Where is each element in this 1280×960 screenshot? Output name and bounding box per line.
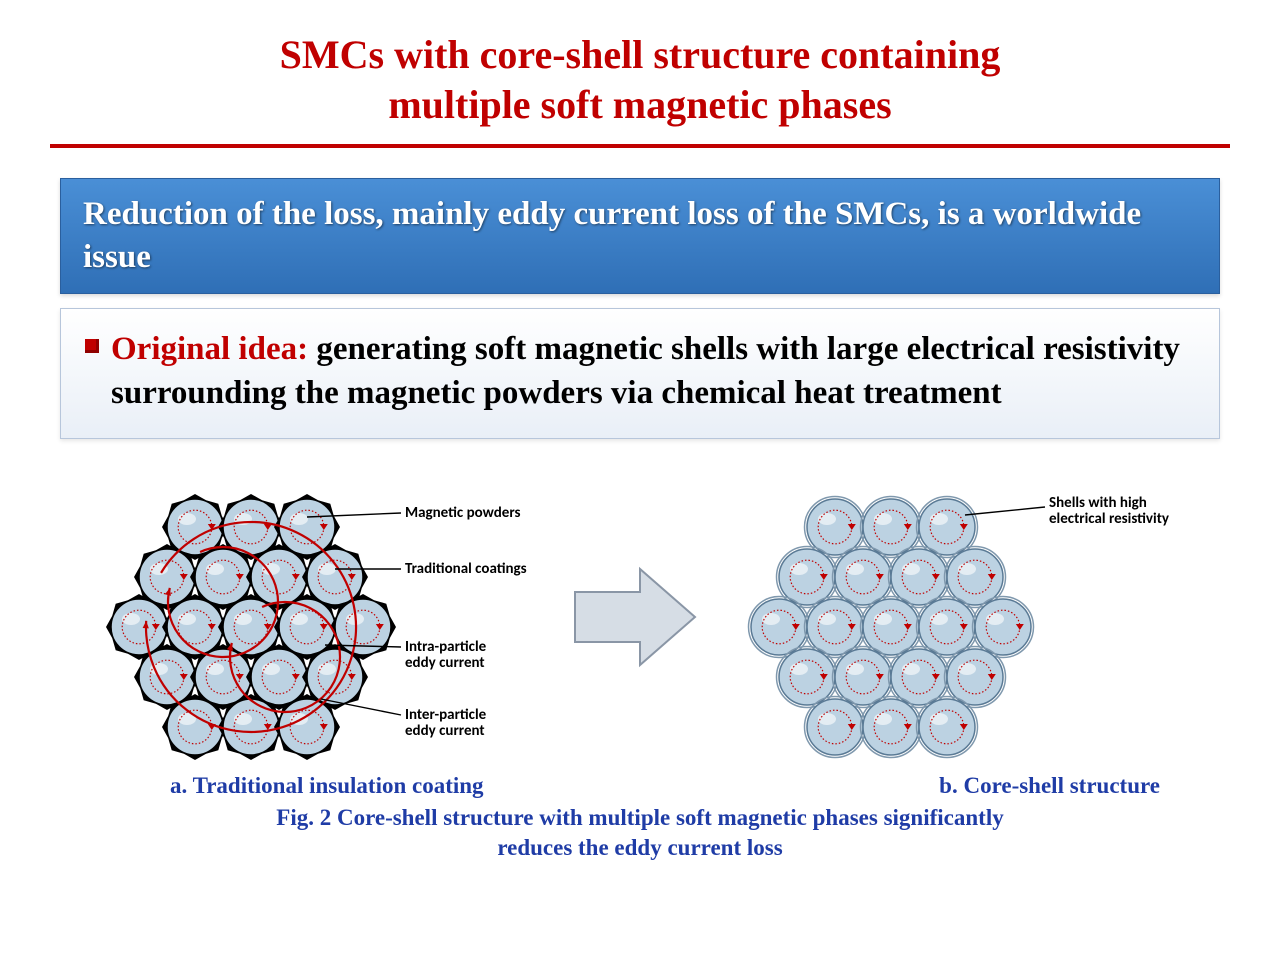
svg-text:Intra-particleeddy current: Intra-particleeddy current: [405, 638, 487, 672]
figure-caption: Fig. 2 Core-shell structure with multipl…: [120, 803, 1160, 863]
caption-line-1: Fig. 2 Core-shell structure with multipl…: [276, 805, 1003, 830]
svg-text:Shells with highelectrical res: Shells with highelectrical resistivity: [1049, 494, 1170, 528]
arrow-polygon: [575, 569, 695, 665]
figure-a-svg: Magnetic powders Traditional coatings Intr…: [75, 467, 555, 767]
figure-b-coreshell: Shells with highelectrical resistivity: [715, 467, 1205, 767]
idea-box: Original idea: generating soft magnetic …: [60, 308, 1220, 439]
title-line-1: SMCs with core-shell structure containin…: [280, 32, 1001, 77]
svg-text:Inter-particleeddy current: Inter-particleeddy current: [405, 706, 487, 740]
arrow-icon: [565, 557, 705, 677]
arrow-svg: [565, 557, 705, 677]
idea-lead: Original idea:: [111, 331, 316, 367]
svg-text:Traditional coatings: Traditional coatings: [405, 560, 527, 578]
slide-title: SMCs with core-shell structure containin…: [60, 30, 1220, 130]
figure-row: Magnetic powders Traditional coatings Intr…: [40, 467, 1240, 767]
title-line-2: multiple soft magnetic phases: [388, 82, 891, 127]
figure-a-traditional: Magnetic powders Traditional coatings Intr…: [75, 467, 555, 767]
issue-banner: Reduction of the loss, mainly eddy curre…: [60, 178, 1220, 294]
sublabel-a: a. Traditional insulation coating: [170, 773, 484, 799]
svg-text:Magnetic powders: Magnetic powders: [405, 504, 520, 522]
figure-b-svg: Shells with highelectrical resistivity: [715, 467, 1205, 767]
sublabel-b: b. Core-shell structure: [939, 773, 1160, 799]
title-rule: [50, 144, 1230, 148]
banner-text: Reduction of the loss, mainly eddy curre…: [83, 196, 1141, 275]
caption-line-2: reduces the eddy current loss: [497, 835, 782, 860]
slide: SMCs with core-shell structure containin…: [0, 0, 1280, 960]
sub-labels: a. Traditional insulation coating b. Cor…: [170, 773, 1160, 799]
